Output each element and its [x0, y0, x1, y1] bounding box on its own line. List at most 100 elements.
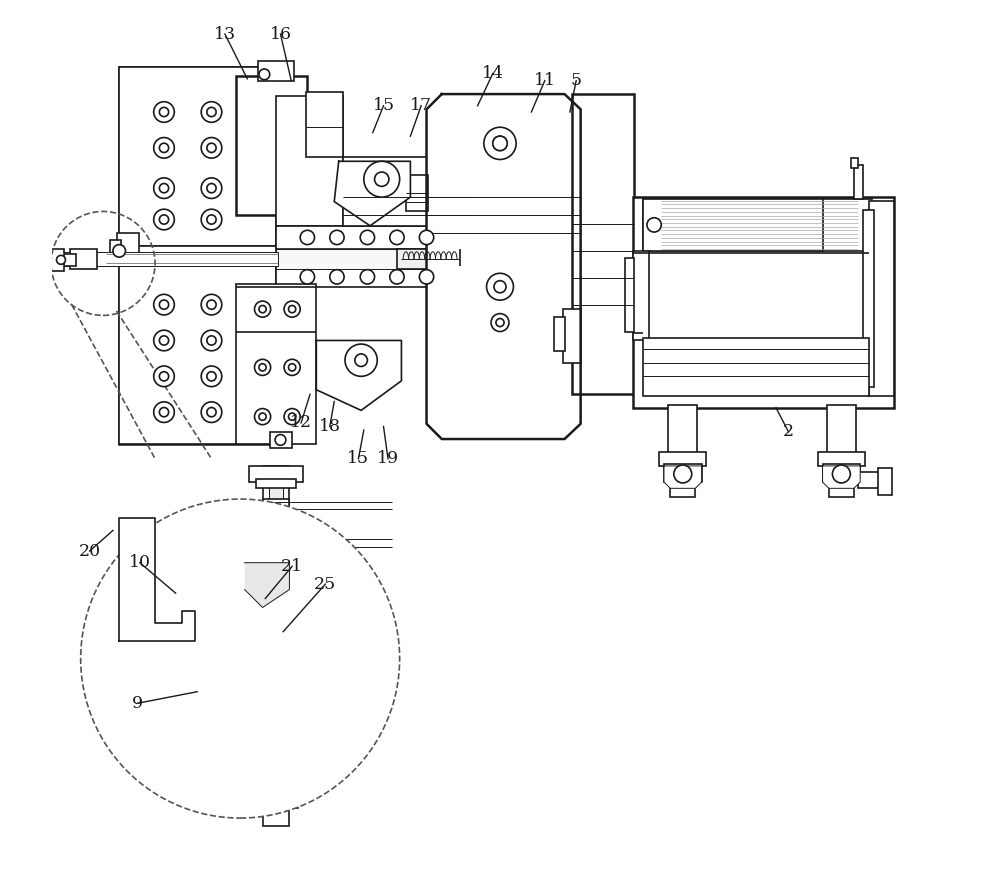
Bar — [276, 267, 469, 287]
Bar — [563, 309, 581, 363]
Bar — [263, 466, 289, 806]
Circle shape — [259, 364, 266, 371]
Bar — [276, 226, 469, 249]
Circle shape — [275, 435, 286, 445]
Polygon shape — [316, 340, 401, 410]
Circle shape — [207, 300, 216, 309]
Text: 5: 5 — [571, 73, 582, 89]
Circle shape — [355, 354, 367, 366]
Circle shape — [390, 230, 404, 245]
Circle shape — [201, 177, 222, 199]
Circle shape — [284, 409, 300, 425]
Text: 20: 20 — [79, 543, 101, 559]
Text: 15: 15 — [372, 98, 395, 114]
Bar — [818, 452, 865, 466]
Bar — [191, 520, 264, 530]
Circle shape — [330, 270, 344, 284]
Circle shape — [151, 623, 164, 635]
Bar — [863, 210, 874, 387]
Circle shape — [364, 161, 400, 197]
Bar — [236, 554, 288, 600]
Circle shape — [154, 366, 174, 387]
Bar — [256, 479, 296, 488]
Bar — [823, 464, 860, 482]
Circle shape — [154, 401, 174, 422]
Text: 11: 11 — [534, 73, 556, 89]
Bar — [397, 249, 464, 269]
Polygon shape — [119, 518, 195, 641]
Polygon shape — [427, 94, 581, 439]
Circle shape — [254, 359, 271, 375]
Bar — [236, 76, 307, 215]
Circle shape — [201, 401, 222, 422]
Circle shape — [288, 364, 296, 371]
Circle shape — [259, 69, 270, 80]
Circle shape — [496, 318, 504, 327]
Circle shape — [300, 230, 315, 245]
Circle shape — [207, 108, 216, 116]
Bar — [276, 96, 343, 226]
Bar — [263, 806, 289, 826]
Bar — [236, 284, 316, 444]
Circle shape — [113, 245, 125, 257]
Bar — [258, 61, 294, 81]
Circle shape — [207, 372, 216, 381]
Circle shape — [647, 218, 661, 232]
Circle shape — [484, 127, 516, 159]
Circle shape — [154, 101, 174, 123]
Circle shape — [390, 270, 404, 284]
Bar — [633, 251, 649, 340]
Circle shape — [207, 408, 216, 417]
Bar — [643, 199, 823, 251]
Bar — [110, 240, 121, 260]
Circle shape — [159, 143, 169, 152]
Circle shape — [126, 609, 148, 631]
Bar — [48, 249, 64, 271]
Bar — [829, 481, 854, 497]
Bar — [70, 249, 97, 269]
Circle shape — [487, 273, 513, 300]
Circle shape — [201, 366, 222, 387]
Bar — [191, 582, 307, 593]
Circle shape — [300, 270, 315, 284]
Bar — [269, 466, 283, 806]
Text: 16: 16 — [269, 26, 291, 42]
Bar — [643, 338, 869, 396]
Circle shape — [493, 136, 507, 151]
Bar — [643, 199, 872, 251]
Bar — [633, 197, 894, 408]
Bar — [200, 505, 264, 521]
Text: 13: 13 — [214, 26, 236, 42]
Circle shape — [201, 138, 222, 159]
Circle shape — [154, 294, 174, 315]
Bar — [119, 67, 276, 444]
Bar — [343, 157, 469, 226]
Bar — [659, 452, 706, 466]
Circle shape — [154, 330, 174, 351]
Circle shape — [288, 306, 296, 313]
Circle shape — [288, 413, 296, 420]
Circle shape — [154, 210, 174, 229]
Circle shape — [159, 215, 169, 224]
Text: 2: 2 — [783, 424, 794, 440]
Circle shape — [254, 301, 271, 317]
Circle shape — [159, 300, 169, 309]
Bar — [306, 92, 343, 157]
Bar — [572, 94, 634, 394]
Circle shape — [674, 465, 692, 483]
Circle shape — [360, 230, 375, 245]
Circle shape — [201, 330, 222, 351]
Bar — [878, 468, 892, 495]
Text: 19: 19 — [377, 451, 399, 467]
Polygon shape — [334, 161, 410, 226]
Text: 15: 15 — [347, 451, 369, 467]
Circle shape — [56, 255, 65, 264]
Bar — [191, 570, 307, 581]
Polygon shape — [664, 466, 702, 488]
Circle shape — [154, 177, 174, 199]
Circle shape — [159, 108, 169, 116]
Text: 25: 25 — [314, 576, 336, 592]
Bar — [625, 258, 634, 332]
Circle shape — [117, 600, 157, 640]
Text: 9: 9 — [132, 695, 143, 711]
